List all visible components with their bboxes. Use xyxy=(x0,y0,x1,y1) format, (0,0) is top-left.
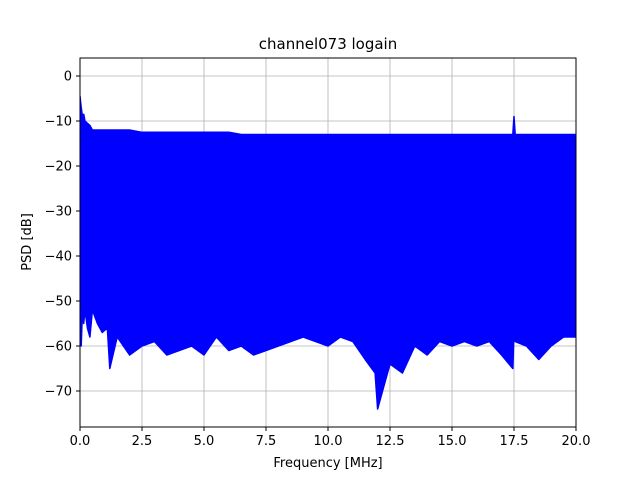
y-axis-label: PSD [dB] xyxy=(20,213,35,271)
chart-title: channel073 logain xyxy=(259,35,398,53)
x-tick-label: 10.0 xyxy=(314,434,343,449)
psd-trace xyxy=(80,96,576,373)
y-tick-label: −70 xyxy=(45,385,72,400)
x-tick-label: 0.0 xyxy=(70,434,91,449)
series-layer xyxy=(80,95,576,410)
x-tick-label: 20.0 xyxy=(562,434,591,449)
y-tick-label: −60 xyxy=(45,340,72,355)
y-tick-label: 0 xyxy=(64,70,72,85)
y-axis: 0 −10 −20 −30 −40 −50 −60 −70 xyxy=(45,70,80,400)
y-tick-label: −30 xyxy=(45,205,72,220)
y-tick-label: −50 xyxy=(45,295,72,310)
x-tick-label: 5.0 xyxy=(194,434,215,449)
x-tick-label: 17.5 xyxy=(500,434,529,449)
x-axis-label: Frequency [MHz] xyxy=(273,456,382,471)
x-axis: 0.0 2.5 5.0 7.5 10.0 12.5 15.0 17.5 20.0 xyxy=(70,427,591,449)
y-tick-label: −20 xyxy=(45,160,72,175)
x-tick-label: 12.5 xyxy=(376,434,405,449)
y-tick-label: −40 xyxy=(45,250,72,265)
y-tick-label: −10 xyxy=(45,115,72,130)
x-tick-label: 2.5 xyxy=(132,434,153,449)
series-group xyxy=(80,95,576,410)
x-tick-label: 15.0 xyxy=(438,434,467,449)
x-tick-label: 7.5 xyxy=(256,434,277,449)
